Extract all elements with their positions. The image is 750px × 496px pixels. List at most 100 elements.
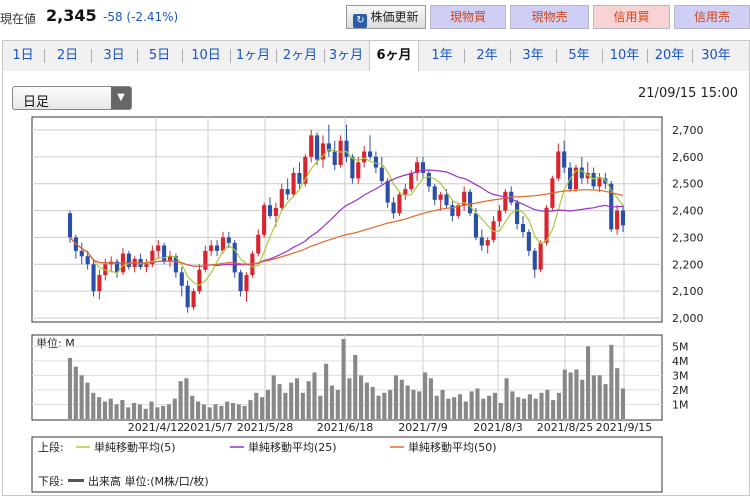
volume-bar bbox=[324, 363, 329, 419]
tab-0[interactable]: 1日 bbox=[12, 48, 34, 63]
tab-4[interactable]: 10日 bbox=[191, 48, 221, 63]
candle-body bbox=[473, 213, 478, 238]
candle-body bbox=[226, 237, 231, 243]
volume-bar bbox=[405, 385, 410, 419]
update-price-button[interactable]: ↻ 株価更新 bbox=[346, 5, 426, 29]
volume-bar bbox=[79, 375, 84, 419]
volume-bar bbox=[516, 397, 521, 419]
candle-body bbox=[379, 167, 384, 182]
volume-bar bbox=[615, 368, 620, 419]
candle-body bbox=[167, 256, 173, 262]
tab-10[interactable]: 2年 bbox=[476, 48, 498, 63]
candle-body bbox=[332, 151, 337, 165]
volume-bar bbox=[289, 382, 294, 419]
x-tick-label: 2021/9/15 bbox=[596, 421, 652, 434]
volume-bar bbox=[271, 375, 276, 419]
tab-12[interactable]: 5年 bbox=[568, 48, 590, 63]
volume-bar bbox=[248, 400, 253, 419]
candle-body bbox=[615, 210, 620, 230]
volume-bar bbox=[108, 398, 113, 419]
legend-volume-swatch bbox=[68, 479, 84, 482]
candle-body bbox=[256, 234, 261, 254]
candle-body bbox=[79, 250, 84, 257]
spot-sell-button[interactable]: 現物売 bbox=[510, 5, 589, 29]
chart-type-value: 日足 bbox=[23, 95, 50, 110]
tab-5[interactable]: 1ヶ月 bbox=[235, 48, 271, 63]
candle-body bbox=[538, 242, 543, 270]
tab-6[interactable]: 2ヶ月 bbox=[282, 48, 318, 63]
spot-buy-button[interactable]: 現物買 bbox=[430, 5, 506, 29]
candle-body bbox=[432, 186, 437, 200]
candle-body bbox=[385, 181, 390, 203]
volume-y-tick-label: 4M bbox=[672, 355, 689, 368]
margin-sell-button[interactable]: 信用売 bbox=[674, 5, 750, 29]
y-tick-label: 2,000 bbox=[672, 312, 704, 325]
x-tick-label: 2021/8/25 bbox=[537, 421, 593, 434]
candle-body bbox=[191, 291, 196, 308]
volume-bar bbox=[568, 372, 573, 419]
price-header: 現在値 2,345 -58 (-2.41%) ↻ 株価更新 現物買 現物売 信用買… bbox=[0, 0, 750, 34]
volume-bar bbox=[265, 389, 270, 419]
tab-11[interactable]: 3年 bbox=[522, 48, 544, 63]
tab-7[interactable]: 3ヶ月 bbox=[328, 48, 364, 63]
candle-body bbox=[362, 151, 367, 163]
volume-bar bbox=[335, 389, 340, 419]
volume-bar bbox=[91, 392, 96, 419]
volume-bar bbox=[521, 398, 527, 419]
volume-bar bbox=[376, 395, 381, 419]
y-tick-label: 2,600 bbox=[672, 151, 704, 164]
volume-bar bbox=[149, 401, 154, 419]
candle-body bbox=[303, 156, 308, 184]
tab-15[interactable]: 30年 bbox=[701, 48, 731, 63]
candle-body bbox=[456, 205, 461, 216]
tab-13[interactable]: 10年 bbox=[609, 48, 640, 63]
volume-bar bbox=[161, 405, 166, 419]
chart-type-select[interactable]: 日足 ▼ bbox=[12, 86, 132, 110]
candle-body bbox=[267, 205, 273, 216]
tab-1[interactable]: 2日 bbox=[56, 48, 79, 63]
candle-body bbox=[344, 140, 349, 157]
volume-bar bbox=[452, 397, 457, 419]
candle-body bbox=[479, 237, 484, 246]
candle-body bbox=[356, 162, 361, 179]
tab-8[interactable]: 6ヶ月 bbox=[369, 41, 419, 72]
volume-bar bbox=[580, 379, 585, 419]
tab-separator bbox=[556, 49, 557, 63]
tab-14[interactable]: 20年 bbox=[654, 48, 685, 63]
volume-bar bbox=[178, 381, 183, 419]
volume-bar bbox=[196, 401, 201, 419]
x-tick-label: 2021/7/9 bbox=[398, 421, 447, 434]
volume-bar bbox=[213, 404, 218, 419]
candle-body bbox=[97, 275, 102, 292]
tab-2[interactable]: 3日 bbox=[103, 48, 125, 63]
volume-bar bbox=[155, 407, 160, 419]
candle-body bbox=[185, 285, 190, 308]
volume-bar bbox=[364, 382, 369, 419]
legend-ma50-label: 単純移動平均(50) bbox=[408, 440, 497, 454]
price-value: 2,345 bbox=[46, 6, 97, 25]
y-tick-label: 2,700 bbox=[672, 124, 704, 137]
tab-separator bbox=[324, 49, 325, 63]
margin-buy-button[interactable]: 信用買 bbox=[593, 5, 670, 29]
ma5-line bbox=[69, 148, 624, 286]
candle-body bbox=[85, 256, 90, 265]
tab-3[interactable]: 5日 bbox=[148, 48, 171, 63]
candle-body bbox=[285, 189, 290, 195]
volume-y-tick-label: 2M bbox=[672, 384, 689, 397]
volume-bar bbox=[102, 401, 107, 419]
candle-body bbox=[244, 275, 249, 292]
volume-bar bbox=[434, 395, 439, 419]
candle-body bbox=[350, 156, 355, 179]
volume-bar bbox=[533, 398, 538, 419]
candle-body bbox=[150, 250, 155, 265]
volume-bar bbox=[551, 400, 556, 419]
candle-body bbox=[397, 194, 402, 214]
price-label: 現在値 bbox=[0, 12, 37, 26]
candle-body bbox=[579, 167, 584, 179]
y-tick-label: 2,400 bbox=[672, 205, 704, 218]
tab-9[interactable]: 1年 bbox=[431, 48, 453, 63]
candle-body bbox=[297, 172, 302, 184]
candle-body bbox=[220, 237, 226, 251]
candle-body bbox=[197, 269, 202, 292]
